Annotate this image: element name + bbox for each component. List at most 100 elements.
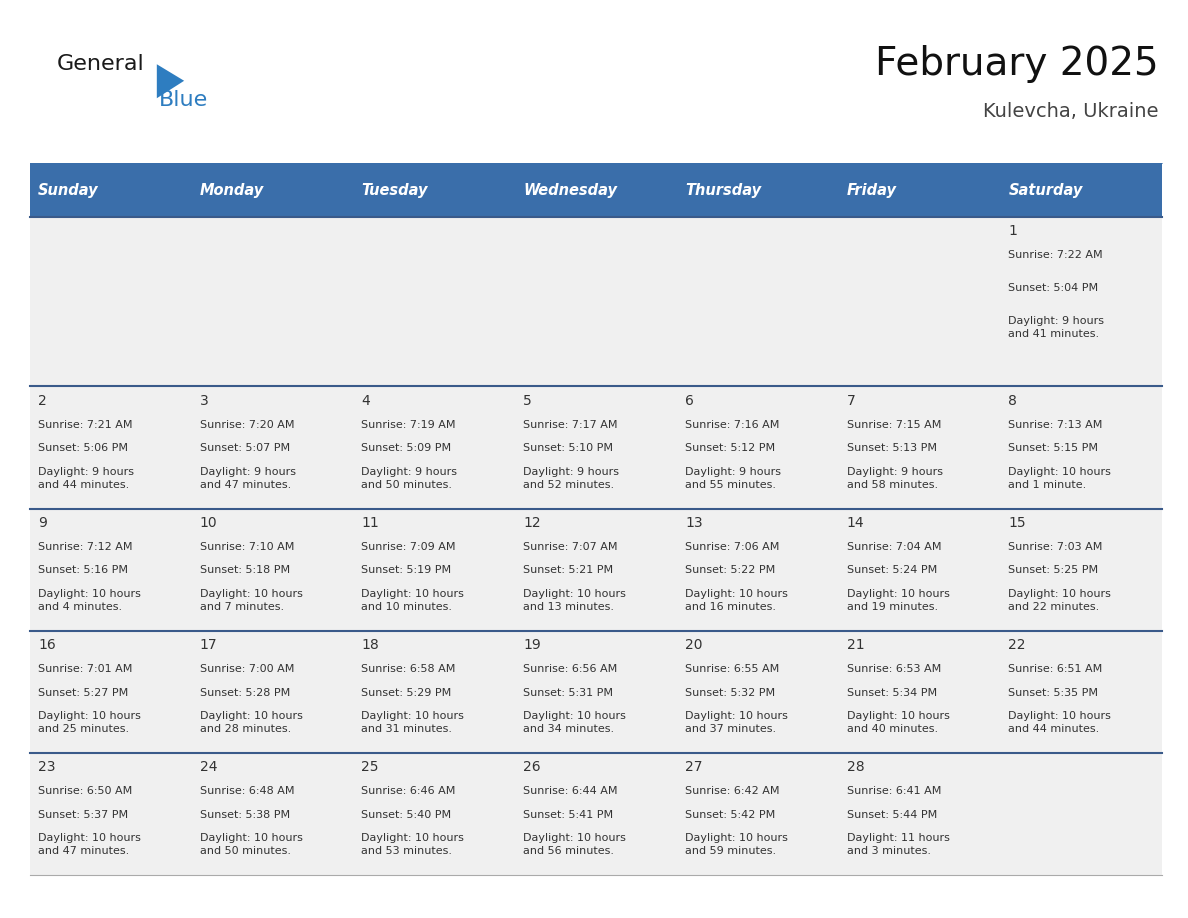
FancyBboxPatch shape xyxy=(677,217,839,386)
Text: Sunset: 5:42 PM: Sunset: 5:42 PM xyxy=(685,810,776,820)
Text: Sunset: 5:40 PM: Sunset: 5:40 PM xyxy=(361,810,451,820)
Text: 26: 26 xyxy=(523,760,541,774)
Text: Thursday: Thursday xyxy=(685,183,762,197)
Text: 24: 24 xyxy=(200,760,217,774)
Text: 3: 3 xyxy=(200,394,209,408)
Text: 25: 25 xyxy=(361,760,379,774)
Text: Daylight: 9 hours
and 44 minutes.: Daylight: 9 hours and 44 minutes. xyxy=(38,467,134,490)
Text: 20: 20 xyxy=(685,638,702,652)
FancyBboxPatch shape xyxy=(353,509,514,631)
FancyBboxPatch shape xyxy=(353,386,514,509)
Text: 8: 8 xyxy=(1009,394,1017,408)
Text: Sunrise: 7:17 AM: Sunrise: 7:17 AM xyxy=(523,420,618,430)
Text: Sunrise: 7:19 AM: Sunrise: 7:19 AM xyxy=(361,420,456,430)
Text: Sunrise: 6:58 AM: Sunrise: 6:58 AM xyxy=(361,664,456,674)
FancyBboxPatch shape xyxy=(514,509,677,631)
Text: Sunset: 5:35 PM: Sunset: 5:35 PM xyxy=(1009,688,1099,698)
Text: Daylight: 10 hours
and 31 minutes.: Daylight: 10 hours and 31 minutes. xyxy=(361,711,465,734)
Text: Sunset: 5:07 PM: Sunset: 5:07 PM xyxy=(200,443,290,453)
Text: Sunset: 5:06 PM: Sunset: 5:06 PM xyxy=(38,443,128,453)
Text: Sunset: 5:09 PM: Sunset: 5:09 PM xyxy=(361,443,451,453)
FancyBboxPatch shape xyxy=(677,631,839,753)
FancyBboxPatch shape xyxy=(839,631,1000,753)
Text: Sunset: 5:18 PM: Sunset: 5:18 PM xyxy=(200,565,290,576)
Text: Sunrise: 6:48 AM: Sunrise: 6:48 AM xyxy=(200,786,295,796)
FancyBboxPatch shape xyxy=(353,217,514,386)
FancyBboxPatch shape xyxy=(839,753,1000,875)
Text: 18: 18 xyxy=(361,638,379,652)
Text: Daylight: 10 hours
and 44 minutes.: Daylight: 10 hours and 44 minutes. xyxy=(1009,711,1111,734)
FancyBboxPatch shape xyxy=(514,753,677,875)
Text: Sunset: 5:41 PM: Sunset: 5:41 PM xyxy=(523,810,613,820)
Text: Sunrise: 7:16 AM: Sunrise: 7:16 AM xyxy=(685,420,779,430)
Text: Sunrise: 6:56 AM: Sunrise: 6:56 AM xyxy=(523,664,618,674)
FancyBboxPatch shape xyxy=(30,509,191,631)
FancyBboxPatch shape xyxy=(1000,163,1162,217)
Text: Daylight: 9 hours
and 41 minutes.: Daylight: 9 hours and 41 minutes. xyxy=(1009,316,1105,339)
Text: Sunset: 5:13 PM: Sunset: 5:13 PM xyxy=(847,443,936,453)
Text: Sunset: 5:22 PM: Sunset: 5:22 PM xyxy=(685,565,776,576)
FancyBboxPatch shape xyxy=(1000,631,1162,753)
FancyBboxPatch shape xyxy=(514,217,677,386)
Text: Sunset: 5:15 PM: Sunset: 5:15 PM xyxy=(1009,443,1099,453)
FancyBboxPatch shape xyxy=(839,217,1000,386)
FancyBboxPatch shape xyxy=(839,386,1000,509)
Text: Saturday: Saturday xyxy=(1009,183,1082,197)
Text: 21: 21 xyxy=(847,638,865,652)
Text: Sunrise: 7:13 AM: Sunrise: 7:13 AM xyxy=(1009,420,1102,430)
FancyBboxPatch shape xyxy=(514,163,677,217)
Text: 28: 28 xyxy=(847,760,865,774)
Text: 15: 15 xyxy=(1009,516,1026,530)
Text: 17: 17 xyxy=(200,638,217,652)
FancyBboxPatch shape xyxy=(191,631,353,753)
FancyBboxPatch shape xyxy=(191,509,353,631)
Text: Sunrise: 7:22 AM: Sunrise: 7:22 AM xyxy=(1009,250,1104,260)
Text: Sunrise: 7:20 AM: Sunrise: 7:20 AM xyxy=(200,420,295,430)
Text: Daylight: 10 hours
and 19 minutes.: Daylight: 10 hours and 19 minutes. xyxy=(847,589,949,612)
Text: 16: 16 xyxy=(38,638,56,652)
Text: Sunrise: 7:00 AM: Sunrise: 7:00 AM xyxy=(200,664,295,674)
Text: Daylight: 10 hours
and 22 minutes.: Daylight: 10 hours and 22 minutes. xyxy=(1009,589,1111,612)
Text: Sunrise: 6:53 AM: Sunrise: 6:53 AM xyxy=(847,664,941,674)
Text: Sunrise: 6:50 AM: Sunrise: 6:50 AM xyxy=(38,786,132,796)
Text: Sunset: 5:44 PM: Sunset: 5:44 PM xyxy=(847,810,937,820)
Text: Kulevcha, Ukraine: Kulevcha, Ukraine xyxy=(982,103,1158,121)
FancyBboxPatch shape xyxy=(30,386,191,509)
FancyBboxPatch shape xyxy=(839,509,1000,631)
Text: Daylight: 10 hours
and 50 minutes.: Daylight: 10 hours and 50 minutes. xyxy=(200,834,303,856)
Text: Daylight: 10 hours
and 47 minutes.: Daylight: 10 hours and 47 minutes. xyxy=(38,834,141,856)
FancyBboxPatch shape xyxy=(191,386,353,509)
Text: Daylight: 10 hours
and 37 minutes.: Daylight: 10 hours and 37 minutes. xyxy=(685,711,788,734)
Text: Daylight: 9 hours
and 58 minutes.: Daylight: 9 hours and 58 minutes. xyxy=(847,467,943,490)
Text: Sunrise: 6:41 AM: Sunrise: 6:41 AM xyxy=(847,786,941,796)
Text: Sunrise: 7:12 AM: Sunrise: 7:12 AM xyxy=(38,542,133,552)
Text: Sunset: 5:12 PM: Sunset: 5:12 PM xyxy=(685,443,775,453)
FancyBboxPatch shape xyxy=(353,631,514,753)
Text: Sunset: 5:31 PM: Sunset: 5:31 PM xyxy=(523,688,613,698)
FancyBboxPatch shape xyxy=(30,631,191,753)
FancyBboxPatch shape xyxy=(1000,386,1162,509)
Text: Sunrise: 6:46 AM: Sunrise: 6:46 AM xyxy=(361,786,456,796)
Text: 22: 22 xyxy=(1009,638,1026,652)
FancyBboxPatch shape xyxy=(30,163,191,217)
Text: Sunrise: 7:15 AM: Sunrise: 7:15 AM xyxy=(847,420,941,430)
Text: Sunset: 5:34 PM: Sunset: 5:34 PM xyxy=(847,688,937,698)
Text: 12: 12 xyxy=(523,516,541,530)
Text: Daylight: 10 hours
and 7 minutes.: Daylight: 10 hours and 7 minutes. xyxy=(200,589,303,612)
Text: Sunset: 5:19 PM: Sunset: 5:19 PM xyxy=(361,565,451,576)
Text: Daylight: 10 hours
and 56 minutes.: Daylight: 10 hours and 56 minutes. xyxy=(523,834,626,856)
Text: Daylight: 10 hours
and 25 minutes.: Daylight: 10 hours and 25 minutes. xyxy=(38,711,141,734)
Text: Daylight: 10 hours
and 1 minute.: Daylight: 10 hours and 1 minute. xyxy=(1009,467,1111,490)
FancyBboxPatch shape xyxy=(677,753,839,875)
Text: Sunset: 5:37 PM: Sunset: 5:37 PM xyxy=(38,810,128,820)
Text: 2: 2 xyxy=(38,394,46,408)
Text: Sunset: 5:04 PM: Sunset: 5:04 PM xyxy=(1009,283,1099,293)
Text: Sunrise: 6:51 AM: Sunrise: 6:51 AM xyxy=(1009,664,1102,674)
FancyBboxPatch shape xyxy=(30,217,191,386)
Text: Sunrise: 7:09 AM: Sunrise: 7:09 AM xyxy=(361,542,456,552)
Text: Daylight: 10 hours
and 40 minutes.: Daylight: 10 hours and 40 minutes. xyxy=(847,711,949,734)
Text: Sunset: 5:21 PM: Sunset: 5:21 PM xyxy=(523,565,613,576)
Text: 13: 13 xyxy=(685,516,702,530)
Text: Daylight: 10 hours
and 28 minutes.: Daylight: 10 hours and 28 minutes. xyxy=(200,711,303,734)
Text: Sunset: 5:32 PM: Sunset: 5:32 PM xyxy=(685,688,775,698)
